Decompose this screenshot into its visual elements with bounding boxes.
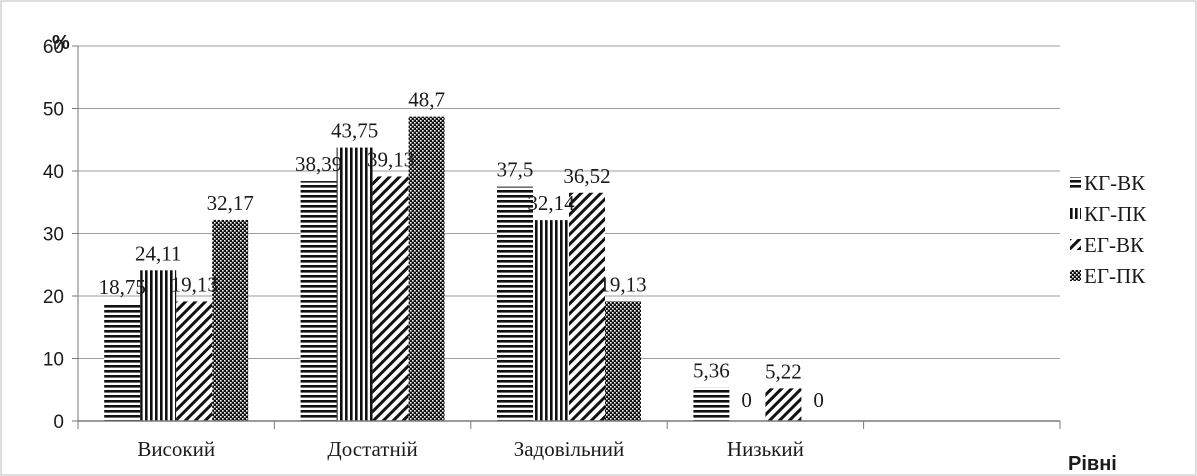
category-labels: Високий Достатній Задовільний Низький: [137, 437, 804, 461]
bar: [605, 301, 641, 421]
x-axis: [77, 46, 1061, 429]
data-label: 19,13: [599, 272, 646, 296]
category-label: Достатній: [327, 437, 417, 461]
bar: [533, 220, 569, 421]
legend-entry: КГ-ВК: [1084, 171, 1146, 195]
bar: [693, 387, 730, 421]
bar: [569, 192, 605, 421]
data-label: 5,36: [693, 359, 730, 383]
bar: [212, 219, 249, 421]
data-label: 5,22: [765, 359, 802, 383]
y-tick-label: 60: [43, 37, 64, 58]
y-tick-label: 0: [53, 412, 64, 433]
bar: [497, 186, 533, 421]
data-label: 36,52: [563, 164, 610, 188]
data-label: 0: [741, 388, 752, 412]
data-label: 43,75: [331, 119, 378, 143]
y-tick-label: 20: [43, 287, 64, 308]
bar: [140, 270, 177, 421]
legend-swatch: [1070, 270, 1081, 281]
y-tick-label: 30: [43, 225, 64, 246]
legend-entry: КГ-ПК: [1084, 202, 1147, 226]
data-label: 24,11: [135, 241, 181, 265]
legend-swatch: [1070, 208, 1081, 219]
data-label: 48,7: [408, 88, 445, 112]
data-label: 32,14: [527, 191, 575, 215]
bar: [765, 388, 802, 421]
y-tick-label: 40: [43, 162, 64, 183]
category-label: Високий: [137, 437, 215, 461]
bar: [176, 301, 213, 421]
y-axis-ticks: 0 10 20 30 40 50 60: [43, 37, 78, 433]
data-label: 19,13: [171, 272, 218, 296]
bar: [408, 116, 445, 421]
legend-entry: ЕГ-ВК: [1084, 233, 1145, 257]
data-label: 39,13: [367, 147, 414, 171]
y-tick-label: 10: [43, 350, 64, 371]
y-axis-label: %: [52, 32, 70, 54]
category-label: Задовільний: [514, 437, 625, 461]
legend-swatch: [1070, 177, 1081, 188]
data-labels: 18,75 24,11 19,13 32,17 38,39 43,75 39,13 48,7 3…: [99, 88, 824, 412]
bars: [104, 116, 802, 421]
bar: [300, 181, 337, 421]
legend-entry: ЕГ-ПК: [1084, 264, 1146, 288]
legend-swatch: [1070, 239, 1081, 250]
bar: [336, 147, 373, 421]
bar: [372, 176, 409, 421]
data-label: 37,5: [497, 158, 534, 182]
data-label: 0: [813, 388, 824, 412]
data-label: 32,17: [207, 191, 254, 215]
category-label: Низький: [727, 437, 804, 461]
y-tick-label: 50: [43, 100, 64, 121]
legend: КГ-ВК КГ-ПК ЕГ-ВК ЕГ-ПК: [1070, 171, 1147, 288]
data-label: 38,39: [295, 152, 342, 176]
data-label: 18,75: [99, 275, 146, 299]
x-axis-label: Рівні: [1068, 453, 1117, 475]
bar: [104, 303, 141, 421]
